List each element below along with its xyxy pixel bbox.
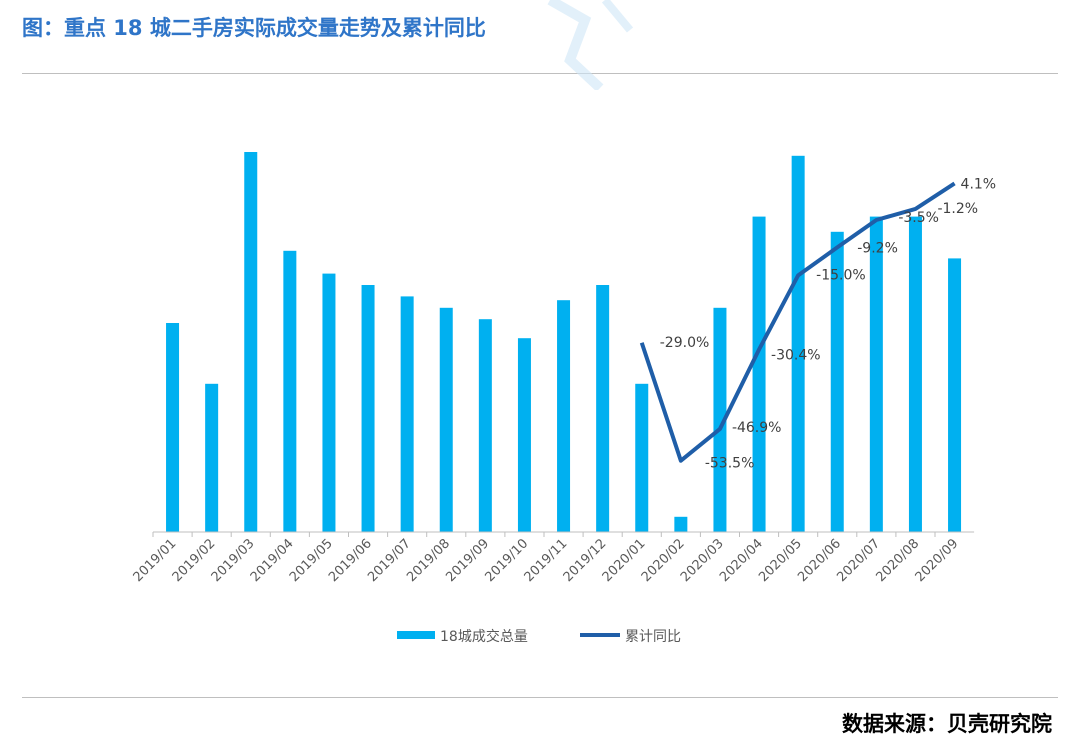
bar-2020-03 xyxy=(713,307,727,532)
bar-2019-03 xyxy=(244,152,258,532)
legend-bar-label: 18城成交总量 xyxy=(440,628,528,645)
bar-2019-06 xyxy=(361,285,375,532)
bar-2019-08 xyxy=(439,307,453,532)
bar-2019-04 xyxy=(283,250,297,533)
bar-2020-04 xyxy=(752,216,766,532)
bar-2019-11 xyxy=(557,300,571,532)
bar-2020-05 xyxy=(791,155,805,533)
data-source: 数据来源：贝壳研究院 xyxy=(842,712,1052,736)
data-label-2020-04: -30.4% xyxy=(771,347,821,363)
bar-2019-12 xyxy=(596,285,610,532)
data-label-2020-01: -29.0% xyxy=(660,335,710,351)
data-label-2020-07: -3.5% xyxy=(898,210,939,226)
watermark-logo xyxy=(547,0,634,90)
footer-divider xyxy=(22,697,1058,698)
x-axis: 2019/012019/022019/032019/042019/052019/… xyxy=(131,531,975,585)
legend-line-label: 累计同比 xyxy=(625,629,681,645)
legend: 18城成交总量 累计同比 xyxy=(397,628,681,645)
data-label-2020-02: -53.5% xyxy=(705,456,755,472)
data-label-2020-06: -9.2% xyxy=(857,240,898,256)
line-series-cumulative-yoy: -29.0% -53.5% -46.9% -30.4% -15.0% -9.2%-3.5%… xyxy=(639,176,997,472)
line-path xyxy=(639,181,956,463)
bar-2020-01 xyxy=(635,383,649,532)
bar-2020-09 xyxy=(948,258,962,532)
data-label-2020-05: -15.0% xyxy=(816,267,866,283)
bar-2019-05 xyxy=(322,273,336,532)
bar-2019-02 xyxy=(205,383,219,532)
data-label-2020-09: 4.1% xyxy=(961,176,997,192)
data-label-2020-08: -1.2% xyxy=(937,201,978,217)
bar-2019-10 xyxy=(517,338,531,532)
chart-title: 图：重点 18 城二手房实际成交量走势及累计同比 xyxy=(22,16,486,40)
bar-2020-02 xyxy=(674,516,688,532)
combo-chart: 2019/012019/022019/032019/042019/052019/… xyxy=(131,152,997,645)
bar-2019-09 xyxy=(478,319,492,532)
bar-2020-08 xyxy=(908,216,922,532)
bar-series-18-cities-volume xyxy=(166,152,962,533)
data-label-2020-03: -46.9% xyxy=(732,420,782,436)
bar-2020-07 xyxy=(869,216,883,532)
legend-bar-swatch xyxy=(397,631,435,639)
bar-2020-06 xyxy=(830,231,844,533)
bar-2019-01 xyxy=(166,323,180,532)
bar-2019-07 xyxy=(400,296,414,532)
title-divider xyxy=(22,73,1058,74)
x-tick-label: 2020/09 xyxy=(913,536,962,585)
